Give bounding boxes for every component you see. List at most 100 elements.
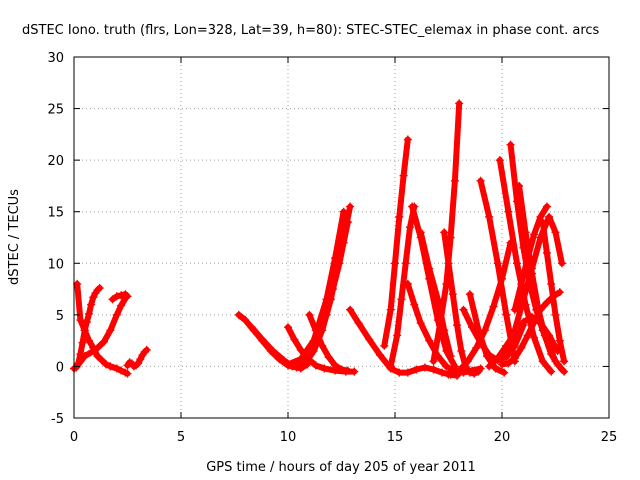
- data-point-marker: [346, 305, 355, 314]
- data-point-marker: [542, 202, 551, 211]
- data-point-marker: [440, 228, 449, 237]
- y-tick-label: 10: [47, 257, 64, 272]
- x-axis-label: GPS time / hours of day 205 of year 2011: [206, 460, 476, 475]
- series-17: [416, 228, 455, 361]
- data-point-marker: [311, 326, 320, 335]
- series-arc: [387, 203, 418, 370]
- data-point-marker: [453, 321, 462, 330]
- data-point-marker: [324, 353, 333, 362]
- data-point-marker: [476, 176, 485, 185]
- data-point-marker: [429, 365, 438, 374]
- y-tick-label: 30: [47, 51, 64, 66]
- data-point-marker: [450, 176, 459, 185]
- data-point-marker: [530, 333, 539, 342]
- data-point-marker: [530, 318, 539, 327]
- data-point-marker: [485, 362, 494, 371]
- data-point-marker: [403, 279, 412, 288]
- data-point-marker: [504, 359, 513, 368]
- data-point-marker: [493, 259, 502, 268]
- data-point-marker: [247, 323, 256, 332]
- data-point-marker: [397, 295, 406, 304]
- data-point-marker: [410, 300, 419, 309]
- data-point-marker: [93, 352, 102, 361]
- data-point-marker: [536, 212, 545, 221]
- data-point-marker: [99, 337, 108, 346]
- data-point-marker: [284, 323, 292, 332]
- data-point-marker: [502, 310, 511, 319]
- data-point-marker: [459, 305, 468, 314]
- data-point-marker: [433, 295, 442, 304]
- data-point-marker: [510, 354, 519, 363]
- series-arc: [285, 208, 347, 368]
- series-10: [305, 310, 352, 375]
- data-point-marker: [527, 269, 536, 278]
- series-arc: [516, 182, 568, 375]
- data-point-marker: [343, 366, 352, 375]
- series-arc: [503, 213, 565, 360]
- data-point-marker: [553, 360, 562, 369]
- x-tick-label: 10: [280, 430, 297, 445]
- data-point-marker: [72, 363, 81, 372]
- data-point-marker: [448, 290, 457, 299]
- data-point-marker: [386, 362, 395, 371]
- y-tick-label: -5: [51, 412, 64, 427]
- y-tick-label: 15: [47, 206, 64, 221]
- data-point-marker: [380, 341, 389, 350]
- data-point-marker: [343, 218, 352, 227]
- data-point-marker: [106, 362, 115, 371]
- data-point-marker: [309, 346, 318, 355]
- data-point-marker: [465, 368, 474, 377]
- y-axis-label: dSTEC / TECUs: [7, 189, 22, 285]
- data-point-marker: [547, 367, 556, 376]
- data-point-marker: [318, 341, 327, 350]
- data-point-marker: [117, 291, 126, 300]
- data-point-marker: [269, 346, 278, 355]
- data-point-marker: [425, 336, 434, 345]
- data-point-marker: [134, 359, 143, 368]
- data-point-marker: [284, 360, 292, 369]
- data-point-marker: [504, 207, 513, 216]
- data-point-marker: [560, 367, 569, 376]
- data-point-marker: [311, 361, 320, 370]
- data-point-marker: [241, 316, 250, 325]
- series-27: [498, 288, 564, 369]
- data-point-marker: [540, 331, 549, 340]
- data-point-marker: [399, 171, 408, 180]
- data-point-marker: [87, 300, 96, 309]
- data-point-marker: [296, 355, 305, 364]
- tick-labels: 0 5 10 15 20 25 -5 0 5 10 15 20 25 30: [47, 51, 617, 445]
- data-point-marker: [405, 223, 414, 232]
- data-point-marker: [97, 356, 106, 365]
- data-point-marker: [420, 363, 429, 372]
- data-point-marker: [403, 135, 412, 144]
- data-point-marker: [457, 346, 466, 355]
- data-point-marker: [521, 228, 530, 237]
- data-point-marker: [339, 238, 348, 247]
- data-point-marker: [234, 310, 243, 319]
- data-point-marker: [89, 293, 98, 302]
- data-point-marker: [472, 343, 481, 352]
- data-point-marker: [560, 357, 569, 366]
- data-point-marker: [495, 156, 504, 165]
- data-point-marker: [551, 228, 560, 237]
- series-arc: [381, 136, 411, 349]
- series-layer: [70, 99, 569, 380]
- data-point-marker: [465, 290, 474, 299]
- data-point-marker: [136, 355, 145, 364]
- data-point-marker: [290, 335, 299, 344]
- data-point-marker: [395, 212, 404, 221]
- data-point-marker: [142, 345, 151, 354]
- series-5: [123, 345, 151, 371]
- data-point-marker: [517, 343, 526, 352]
- data-point-marker: [551, 310, 560, 319]
- data-point-marker: [519, 318, 528, 327]
- data-point-marker: [547, 350, 556, 359]
- data-point-marker: [446, 233, 455, 242]
- series-13: [380, 135, 412, 350]
- y-tick-label: 0: [56, 360, 64, 375]
- data-point-marker: [474, 326, 483, 335]
- data-point-marker: [78, 338, 87, 347]
- data-point-marker: [322, 310, 331, 319]
- data-point-marker: [530, 230, 539, 239]
